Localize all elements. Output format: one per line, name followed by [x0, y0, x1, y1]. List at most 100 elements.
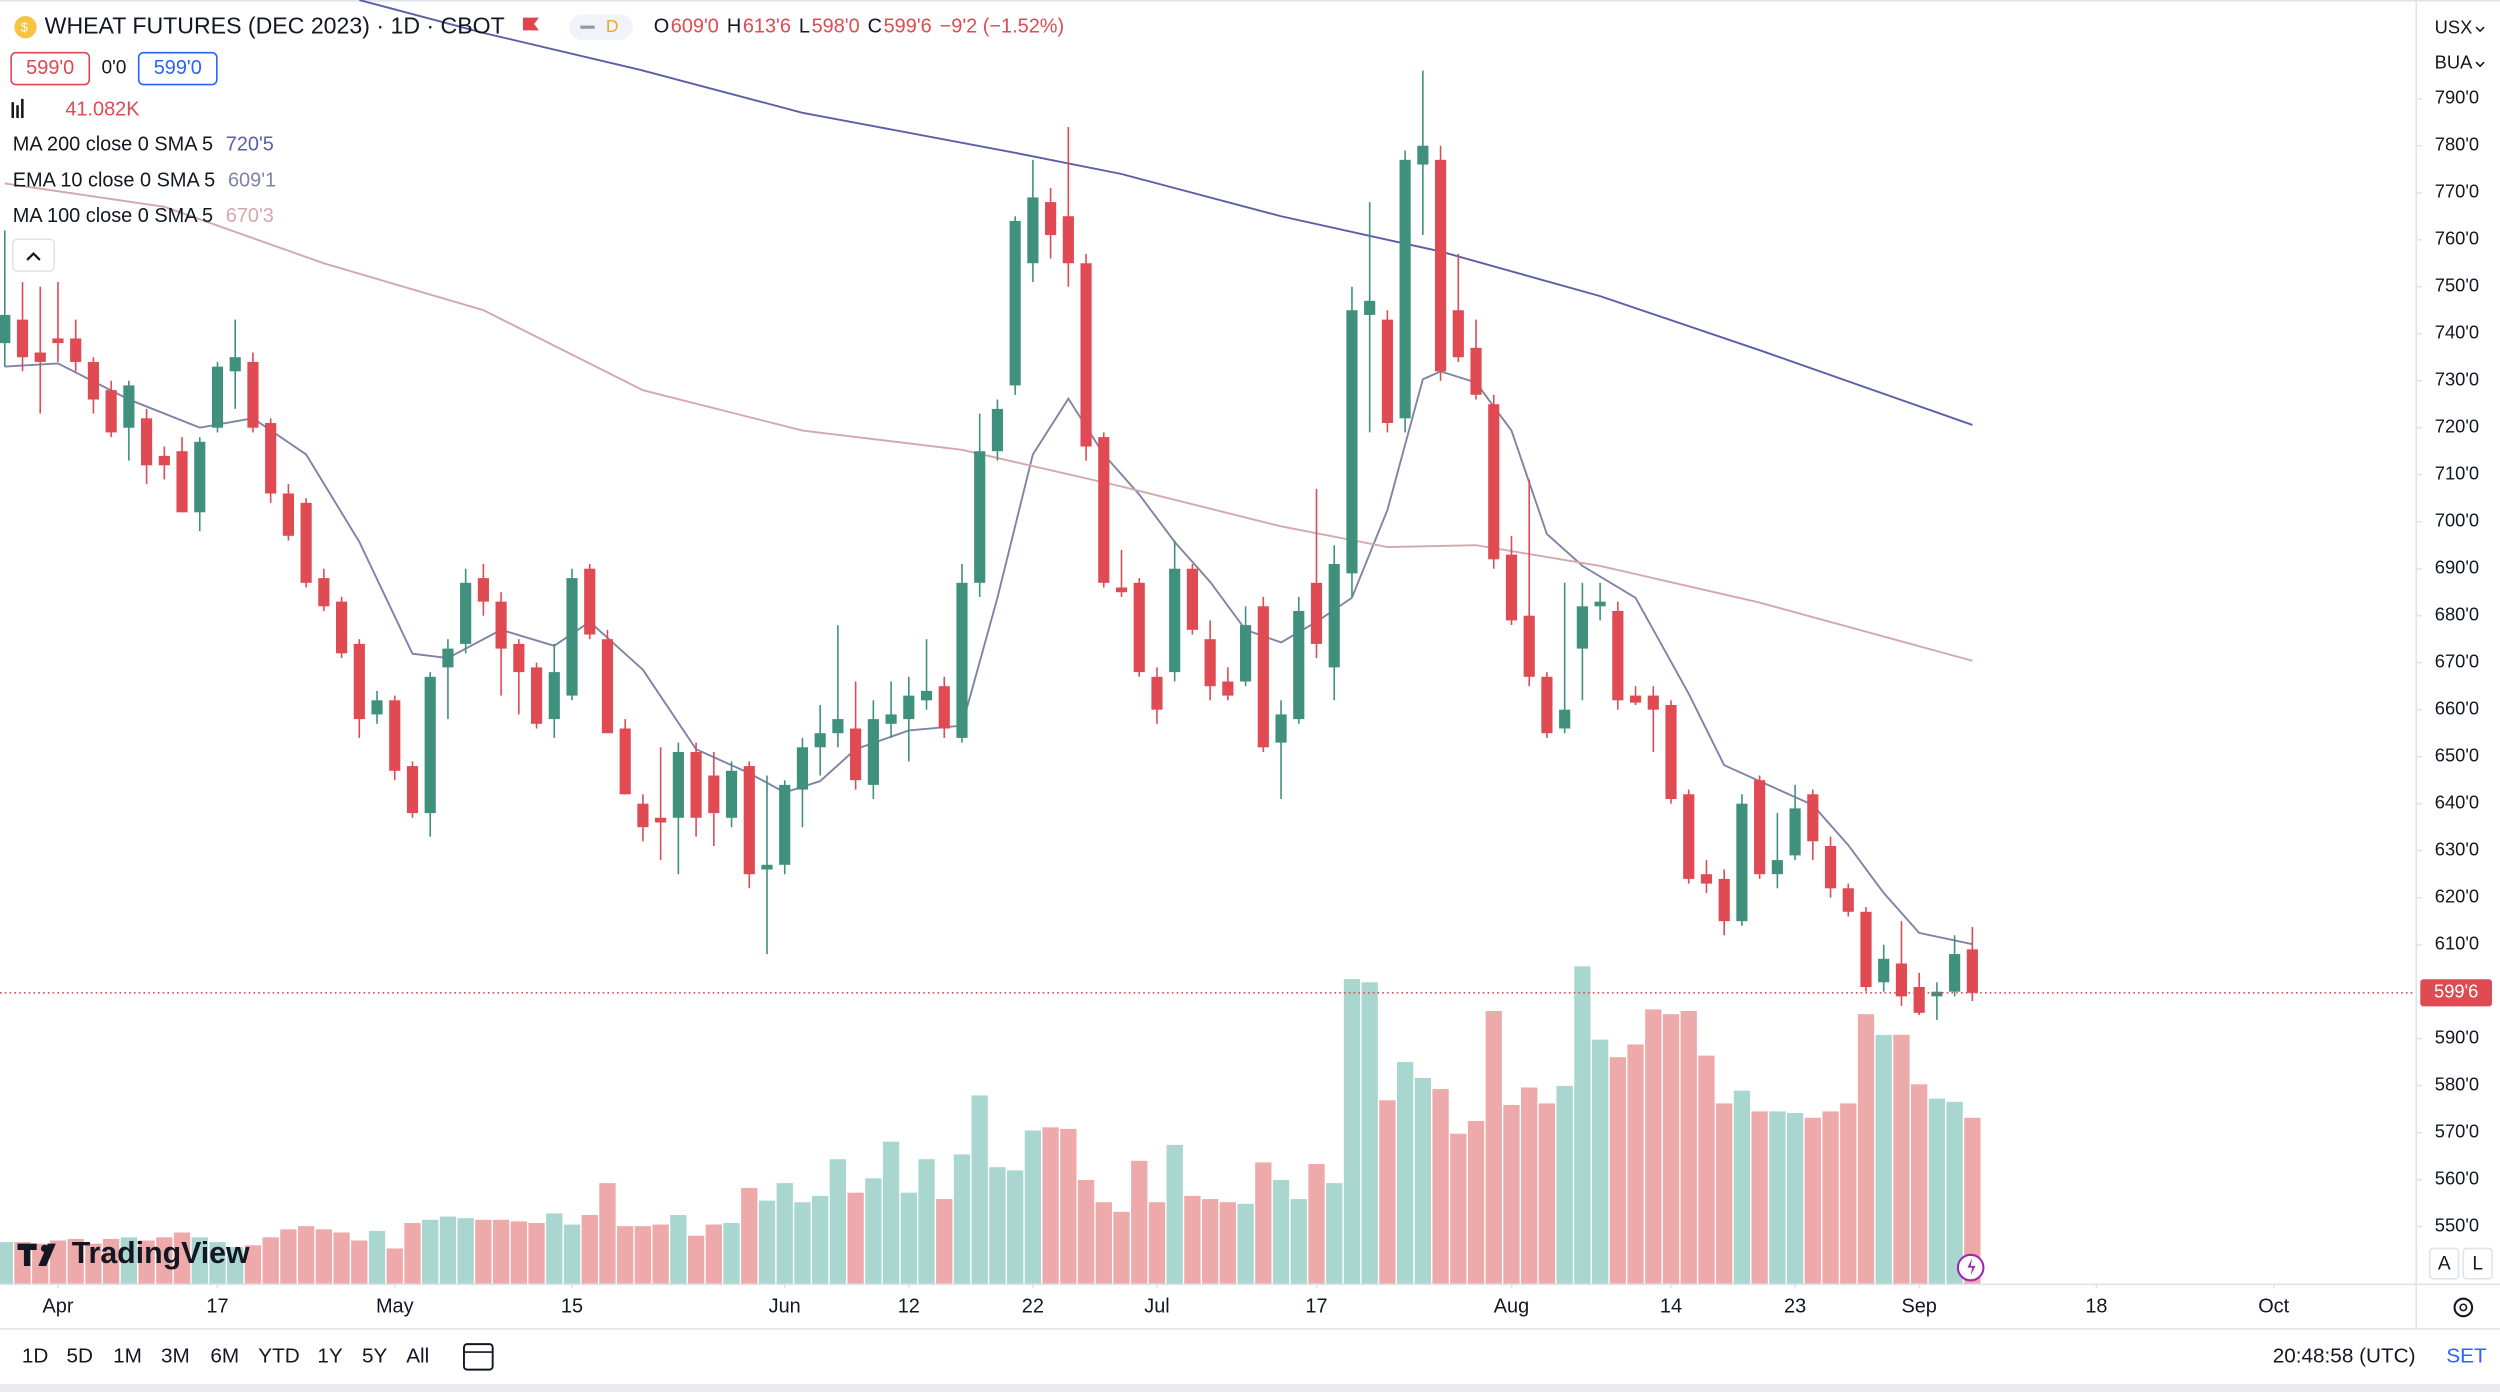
range-button[interactable]: 3M: [161, 1344, 190, 1367]
currency-control[interactable]: USX: [2435, 17, 2473, 38]
range-button[interactable]: 1M: [113, 1344, 142, 1367]
candle-body: [442, 648, 454, 668]
volume-bar: [900, 1192, 917, 1284]
x-tick-label: May: [376, 1296, 414, 1318]
volume-bar: [102, 1238, 120, 1284]
unit-control[interactable]: BUA: [2435, 52, 2473, 73]
log-scale-button[interactable]: [2462, 1247, 2493, 1280]
auto-scale-button[interactable]: [2429, 1247, 2460, 1280]
candle-body: [1736, 803, 1748, 922]
candle-body: [1878, 958, 1890, 983]
candle-body: [1665, 705, 1677, 799]
candle-body: [34, 352, 46, 362]
indicator-value: 720'5: [226, 133, 274, 155]
range-button[interactable]: 1D: [22, 1344, 49, 1367]
range-button[interactable]: 6M: [210, 1344, 239, 1367]
candle-body: [194, 441, 206, 513]
y-tick-label: 740'0: [2435, 322, 2479, 343]
y-tick-label: 750'0: [2435, 275, 2479, 296]
bottom-edge: [0, 1383, 2500, 1392]
symbol-title[interactable]: WHEAT FUTURES (DEC 2023) · 1D · CBOT: [45, 12, 505, 38]
volume-bar: [865, 1178, 882, 1284]
sell-price: 599'0: [26, 57, 74, 79]
candle-body: [566, 578, 578, 696]
candle-body: [1275, 714, 1287, 743]
candle-body: [1523, 615, 1535, 677]
candle-body: [1559, 709, 1571, 729]
candle-body: [584, 568, 596, 635]
candle-body: [1505, 554, 1518, 621]
range-button[interactable]: 5D: [66, 1344, 93, 1367]
buy-button[interactable]: [137, 51, 218, 86]
indicator-value: 609'1: [228, 169, 276, 191]
date-range-icon[interactable]: [463, 1343, 494, 1371]
volume-bar: [1574, 966, 1591, 1284]
volume-bar: [1680, 1010, 1697, 1284]
candle-body: [70, 338, 82, 362]
y-tick-label: 730'0: [2435, 369, 2479, 390]
volume-bar: [1343, 979, 1361, 1284]
volume-bar: [829, 1159, 847, 1284]
ohlc-key: O: [654, 15, 669, 37]
range-button[interactable]: All: [406, 1344, 429, 1367]
y-tick-label: 710'0: [2435, 463, 2479, 484]
volume-bar: [1184, 1195, 1201, 1284]
candle-body: [1133, 582, 1145, 673]
volume-bar: [457, 1218, 474, 1284]
candle-body: [229, 357, 241, 372]
chevron: [2475, 61, 2485, 68]
volume-bar: [1060, 1128, 1077, 1284]
candle-body: [796, 747, 809, 790]
candle-body: [282, 493, 294, 536]
range-button[interactable]: 1Y: [317, 1344, 343, 1367]
volume-bar: [351, 1240, 368, 1284]
volume-bar: [776, 1183, 793, 1284]
candle-body: [1789, 808, 1801, 856]
candle-body: [1204, 639, 1216, 687]
ui: $ WHEAT FUTURES (DEC 2023) · 1D · CBOT D…: [10, 12, 2493, 1371]
brand-name: TradingView: [72, 1237, 250, 1270]
y-tick-label: 570'0: [2435, 1121, 2479, 1142]
volume-bar: [1290, 1199, 1307, 1284]
x-tick-label: 17: [1305, 1296, 1327, 1318]
volume-bar: [244, 1245, 262, 1284]
y-tick-label: 780'0: [2435, 134, 2479, 155]
symbol-icon-glyph: $: [21, 19, 28, 34]
candle-body: [1452, 310, 1464, 358]
volume-bar: [510, 1221, 527, 1284]
range-button[interactable]: 5Y: [362, 1344, 388, 1367]
candle-body: [1718, 878, 1730, 922]
volume-bar: [262, 1237, 279, 1284]
y-tick-label: 690'0: [2435, 557, 2479, 578]
interval-pill[interactable]: [569, 14, 633, 40]
volume-bar: [1822, 1111, 1839, 1284]
volume-bar: [1450, 1133, 1467, 1284]
volume-legend-icon: [11, 98, 24, 119]
last-price-label: 599'6: [2434, 981, 2478, 1002]
candle-body: [371, 700, 383, 715]
volume-bar: [138, 1240, 155, 1284]
volume-bar: [1201, 1199, 1219, 1284]
candle-body: [672, 751, 684, 818]
volume-bar: [936, 1199, 953, 1284]
sell-button[interactable]: [10, 51, 91, 86]
volume-bar: [1627, 1044, 1644, 1284]
candle-body: [1045, 202, 1057, 236]
collapse-button[interactable]: [11, 238, 56, 272]
volume-bar: [1113, 1211, 1130, 1284]
volume-bar: [794, 1202, 811, 1284]
flag-icon[interactable]: [522, 17, 539, 31]
y-tick-label: 660'0: [2435, 698, 2479, 719]
range-button[interactable]: YTD: [258, 1344, 299, 1367]
x-tick-label: Aug: [1494, 1296, 1529, 1318]
auto-scale-label: A: [2438, 1253, 2451, 1274]
volume-bar: [1716, 1103, 1733, 1284]
volume-bar: [652, 1224, 669, 1284]
settings-gear[interactable]: [2453, 1297, 2474, 1318]
candle-body: [1931, 991, 1943, 997]
volume-bar: [1361, 982, 1378, 1284]
candle-body: [424, 676, 436, 814]
session-settings[interactable]: SET: [2446, 1344, 2487, 1367]
indicator-name: EMA 10 close 0 SMA 5: [13, 169, 215, 191]
candle-body: [1470, 347, 1482, 395]
